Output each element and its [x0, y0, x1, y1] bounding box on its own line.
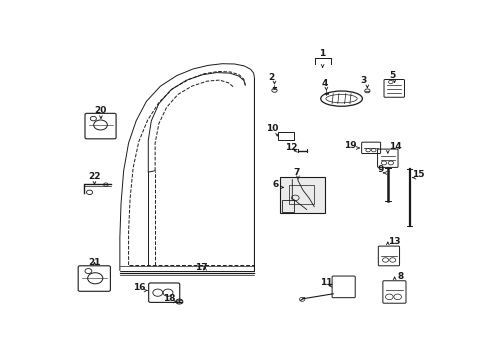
Text: 14: 14	[388, 142, 401, 151]
Text: 3: 3	[359, 76, 366, 85]
Text: 22: 22	[88, 172, 101, 181]
Text: 20: 20	[95, 106, 107, 115]
Bar	[277, 132, 293, 140]
Text: 15: 15	[411, 170, 424, 179]
Text: 4: 4	[321, 79, 327, 88]
Bar	[281, 200, 293, 212]
Text: 6: 6	[271, 180, 278, 189]
Text: 16: 16	[132, 283, 145, 292]
Text: 19: 19	[343, 141, 355, 150]
Bar	[288, 185, 314, 204]
Text: 18: 18	[163, 294, 175, 303]
Text: 2: 2	[268, 72, 274, 81]
Text: 9: 9	[377, 165, 383, 174]
Text: 1: 1	[319, 49, 325, 58]
Text: 7: 7	[292, 168, 299, 177]
Text: 12: 12	[285, 144, 297, 153]
Text: 8: 8	[396, 271, 403, 280]
Text: 21: 21	[88, 258, 101, 267]
Text: 5: 5	[389, 71, 395, 80]
Text: 11: 11	[320, 278, 332, 287]
Text: 10: 10	[265, 124, 278, 133]
Bar	[280, 177, 324, 213]
Text: 17: 17	[195, 263, 207, 272]
Text: 13: 13	[387, 237, 400, 246]
